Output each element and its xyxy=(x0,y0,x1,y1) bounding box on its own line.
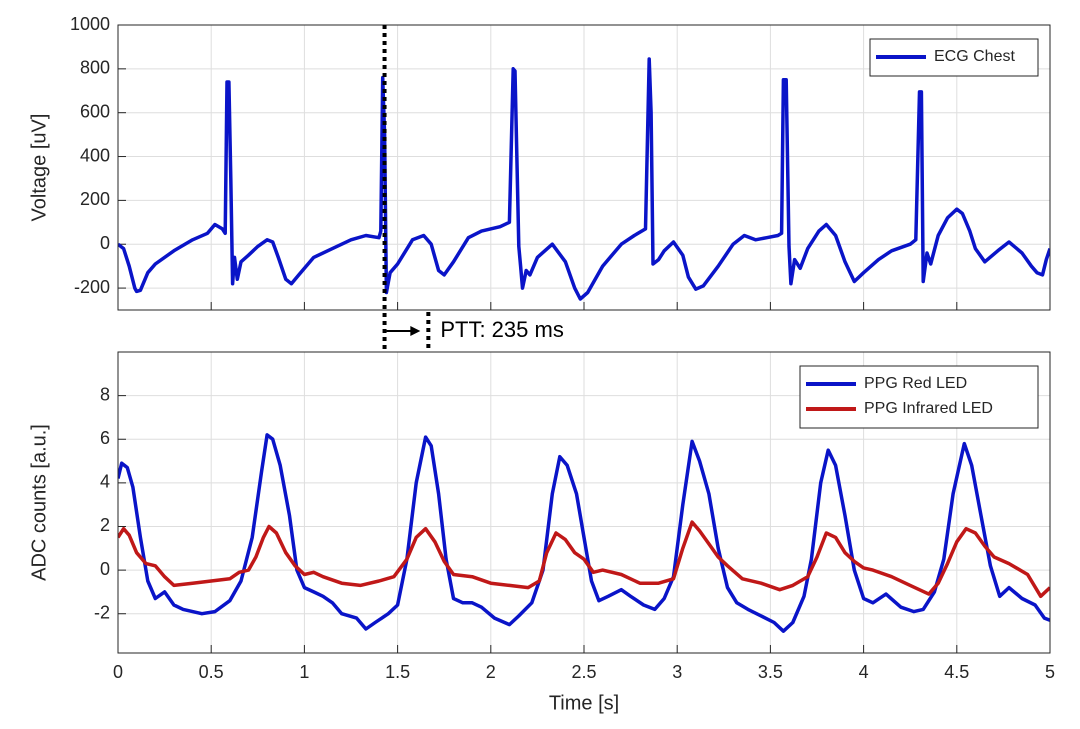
plot-layer xyxy=(118,57,1050,301)
y-tick-label: 600 xyxy=(80,101,110,121)
y-tick-label: 400 xyxy=(80,145,110,165)
y-tick-label: 1000 xyxy=(70,14,110,34)
x-tick-label: 4.5 xyxy=(944,662,969,682)
x-tick-label: 1.5 xyxy=(385,662,410,682)
legend-label: PPG Infrared LED xyxy=(864,400,993,417)
y-tick-label: 800 xyxy=(80,58,110,78)
plot-layer xyxy=(118,433,1050,633)
y-tick-label: 6 xyxy=(100,428,110,448)
y-tick-label: 200 xyxy=(80,189,110,209)
y-tick-label: 0 xyxy=(100,233,110,253)
x-tick-label: 3.5 xyxy=(758,662,783,682)
x-tick-label: 1 xyxy=(299,662,309,682)
x-tick-label: 5 xyxy=(1045,662,1055,682)
x-tick-label: 3 xyxy=(672,662,682,682)
axes-box xyxy=(117,24,1051,311)
x-tick-label: 2.5 xyxy=(571,662,596,682)
x-tick-label: 0.5 xyxy=(199,662,224,682)
y-tick-label: 8 xyxy=(100,384,110,404)
y-tick-label: 4 xyxy=(100,472,110,492)
x-axis-label: Time [s] xyxy=(549,692,619,714)
x-tick-label: 0 xyxy=(113,662,123,682)
x-tick-label: 2 xyxy=(486,662,496,682)
data-line xyxy=(118,520,1050,599)
y-tick-label: -200 xyxy=(74,277,110,297)
y-tick-label: 2 xyxy=(100,515,110,535)
data-line xyxy=(118,433,1050,633)
legend-label: PPG Red LED xyxy=(864,375,967,392)
data-line xyxy=(118,57,1050,301)
ptt-arrow-head xyxy=(410,326,421,336)
x-tick-label: 4 xyxy=(859,662,869,682)
ptt-label: PTT: 235 ms xyxy=(440,317,563,342)
legend-label: ECG Chest xyxy=(934,48,1015,65)
legend-box xyxy=(799,365,1039,429)
y-axis-label: ADC counts [a.u.] xyxy=(28,424,50,581)
y-axis-label: Voltage [uV] xyxy=(28,114,50,222)
y-tick-label: -2 xyxy=(94,602,110,622)
axes-box xyxy=(117,351,1051,654)
y-tick-label: 0 xyxy=(100,559,110,579)
